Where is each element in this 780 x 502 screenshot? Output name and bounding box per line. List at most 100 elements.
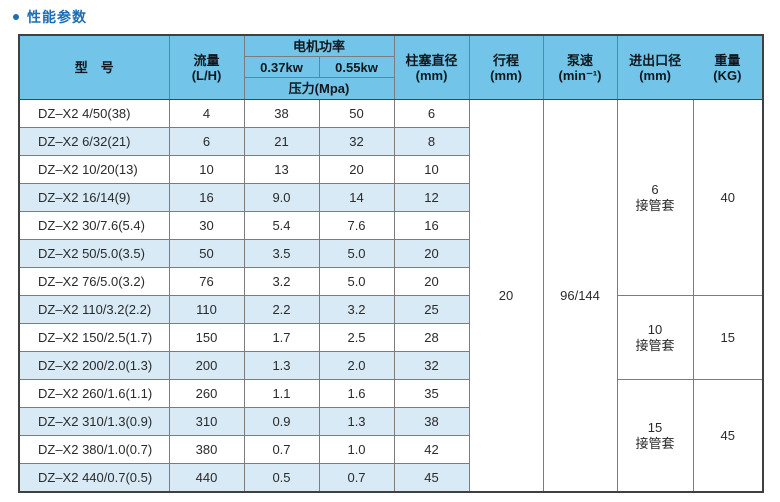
plunger-cell: 28 bbox=[393, 323, 470, 352]
model-cell: DZ–X2 260/1.6(1.1) bbox=[18, 379, 170, 408]
stroke-value-cell: 20 bbox=[468, 99, 544, 493]
weight-value-cell: 15 bbox=[692, 295, 764, 380]
model-cell: DZ–X2 110/3.2(2.2) bbox=[18, 295, 170, 324]
plunger-cell: 42 bbox=[393, 435, 470, 464]
model-cell: DZ–X2 440/0.7(0.5) bbox=[18, 463, 170, 493]
col-header-flow: 流量 (L/H) bbox=[168, 34, 245, 100]
model-cell: DZ–X2 4/50(38) bbox=[18, 99, 170, 128]
col-header-io-line2: (mm) bbox=[639, 67, 671, 83]
model-cell: DZ–X2 380/1.0(0.7) bbox=[18, 435, 170, 464]
col-header-io: 进出口径 (mm) bbox=[618, 53, 693, 83]
flow-cell: 16 bbox=[168, 183, 245, 212]
col-header-speed: 泵速 (min⁻¹) bbox=[542, 34, 618, 100]
speed-value-cell: 96/144 bbox=[542, 99, 618, 493]
pressure-037-cell: 0.7 bbox=[243, 435, 320, 464]
pressure-037-cell: 5.4 bbox=[243, 211, 320, 240]
header-row-1: 型 号 流量 (L/H) 电机功率 柱塞直径 (mm) 行程 (mm) 泵速 ( bbox=[18, 34, 764, 100]
weight-value-cell: 40 bbox=[692, 99, 764, 296]
flow-cell: 380 bbox=[168, 435, 245, 464]
pressure-055-cell: 32 bbox=[318, 127, 395, 156]
pressure-037-cell: 1.1 bbox=[243, 379, 320, 408]
col-header-io-line1: 进出口径 bbox=[629, 52, 682, 68]
table-row: DZ–X2 440/0.7(0.5) 440 0.5 0.7 45 bbox=[18, 463, 763, 493]
pressure-037-cell: 0.9 bbox=[243, 407, 320, 436]
pressure-037-cell: 21 bbox=[243, 127, 320, 156]
model-cell: DZ–X2 150/2.5(1.7) bbox=[18, 323, 170, 352]
col-header-weight: 重量 (KG) bbox=[693, 53, 762, 83]
flow-cell: 110 bbox=[168, 295, 245, 324]
flow-cell: 50 bbox=[168, 239, 245, 268]
pressure-055-cell: 50 bbox=[318, 99, 395, 128]
pressure-037-cell: 13 bbox=[243, 155, 320, 184]
plunger-cell: 12 bbox=[393, 183, 470, 212]
table-row: DZ–X2 380/1.0(0.7) 380 0.7 1.0 42 bbox=[18, 435, 763, 464]
plunger-cell: 16 bbox=[393, 211, 470, 240]
plunger-cell: 38 bbox=[393, 407, 470, 436]
section-title-text: 性能参数 bbox=[27, 9, 87, 25]
col-header-io-weight: 进出口径 (mm) 重量 (KG) bbox=[616, 34, 764, 100]
port-size-cell: 6 接管套 bbox=[616, 99, 694, 296]
col-header-speed-line2: (min⁻¹) bbox=[558, 67, 602, 83]
flow-cell: 6 bbox=[168, 127, 245, 156]
model-cell: DZ–X2 50/5.0(3.5) bbox=[18, 239, 170, 268]
col-header-model-label: 型 号 bbox=[74, 60, 114, 75]
plunger-cell: 32 bbox=[393, 351, 470, 380]
pressure-055-cell: 0.7 bbox=[318, 463, 395, 493]
table-row: DZ–X2 30/7.6(5.4) 30 5.4 7.6 16 bbox=[18, 211, 763, 240]
col-header-plunger-line1: 柱塞直径 bbox=[405, 52, 458, 68]
flow-cell: 310 bbox=[168, 407, 245, 436]
col-header-flow-line2: (L/H) bbox=[191, 67, 222, 83]
plunger-cell: 45 bbox=[393, 463, 470, 493]
section-title: 性能参数 bbox=[0, 0, 780, 27]
pressure-055-cell: 1.0 bbox=[318, 435, 395, 464]
port-size: 6 bbox=[651, 181, 659, 197]
table-row: DZ–X2 76/5.0(3.2) 76 3.2 5.0 20 bbox=[18, 267, 763, 296]
col-header-stroke-line2: (mm) bbox=[490, 67, 522, 83]
model-cell: DZ–X2 16/14(9) bbox=[18, 183, 170, 212]
pressure-055-cell: 1.6 bbox=[318, 379, 395, 408]
port-size-cell: 10 接管套 bbox=[616, 295, 694, 380]
table-row: DZ–X2 4/50(38) 4 38 50 6 20 96/144 6 接管套 40 bbox=[18, 99, 764, 493]
port-label: 接管套 bbox=[635, 337, 675, 353]
table-row: DZ–X2 200/2.0(1.3) 200 1.3 2.0 32 bbox=[18, 351, 763, 380]
port-label: 接管套 bbox=[635, 197, 675, 213]
pressure-037-cell: 38 bbox=[243, 99, 320, 128]
col-header-weight-line1: 重量 bbox=[714, 52, 741, 68]
flow-cell: 30 bbox=[168, 211, 245, 240]
model-cell: DZ–X2 30/7.6(5.4) bbox=[18, 211, 170, 240]
pressure-055-cell: 2.5 bbox=[318, 323, 395, 352]
table-row: DZ–X2 110/3.2(2.2) 110 2.2 3.2 25 10 接管套 15 bbox=[18, 295, 764, 380]
plunger-cell: 10 bbox=[393, 155, 470, 184]
col-header-motor-power: 电机功率 bbox=[243, 34, 395, 57]
port-size: 15 bbox=[647, 419, 663, 435]
bullet-icon bbox=[13, 14, 19, 20]
table-header: 型 号 流量 (L/H) 电机功率 柱塞直径 (mm) 行程 (mm) 泵速 ( bbox=[18, 34, 764, 100]
col-header-stroke: 行程 (mm) bbox=[468, 34, 544, 100]
table-row: DZ–X2 150/2.5(1.7) 150 1.7 2.5 28 bbox=[18, 323, 763, 352]
col-header-plunger-line2: (mm) bbox=[415, 67, 448, 83]
pressure-055-cell: 5.0 bbox=[318, 239, 395, 268]
pressure-055-cell: 3.2 bbox=[318, 295, 395, 324]
port-size-cell: 15 接管套 bbox=[616, 379, 694, 493]
port-size: 10 bbox=[647, 321, 663, 337]
plunger-cell: 6 bbox=[393, 99, 470, 128]
table-row: DZ–X2 50/5.0(3.5) 50 3.5 5.0 20 bbox=[18, 239, 763, 268]
pressure-037-cell: 1.3 bbox=[243, 351, 320, 380]
model-cell: DZ–X2 310/1.3(0.9) bbox=[18, 407, 170, 436]
header-row-2: 0.37kw 0.55kw bbox=[19, 56, 763, 78]
plunger-cell: 35 bbox=[393, 379, 470, 408]
pressure-037-cell: 9.0 bbox=[243, 183, 320, 212]
pressure-055-cell: 7.6 bbox=[318, 211, 395, 240]
pressure-037-cell: 0.5 bbox=[243, 463, 320, 493]
flow-cell: 260 bbox=[168, 379, 245, 408]
model-cell: DZ–X2 200/2.0(1.3) bbox=[18, 351, 170, 380]
port-label: 接管套 bbox=[635, 435, 675, 451]
performance-table: 型 号 流量 (L/H) 电机功率 柱塞直径 (mm) 行程 (mm) 泵速 ( bbox=[18, 34, 765, 493]
pressure-037-cell: 3.5 bbox=[243, 239, 320, 268]
plunger-cell: 25 bbox=[393, 295, 470, 324]
col-header-pressure: 压力(Mpa) bbox=[243, 77, 395, 100]
model-cell: DZ–X2 10/20(13) bbox=[18, 155, 170, 184]
table-row: DZ–X2 260/1.6(1.1) 260 1.1 1.6 35 15 接管套 45 bbox=[18, 379, 764, 493]
plunger-cell: 8 bbox=[393, 127, 470, 156]
